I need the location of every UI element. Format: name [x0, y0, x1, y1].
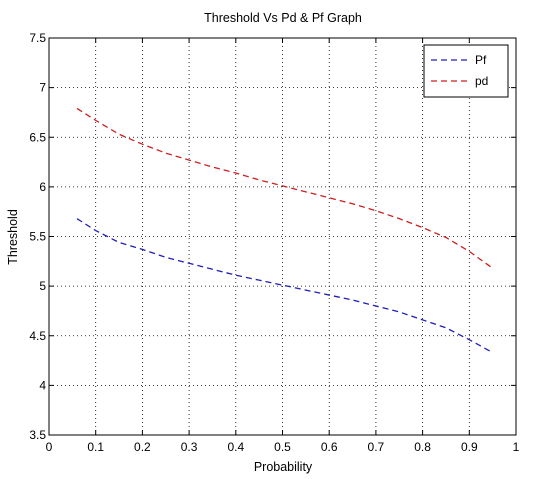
- y-tick-label: 5: [39, 279, 46, 293]
- x-tick-label: 0.4: [227, 440, 244, 454]
- x-tick-label: 0.1: [87, 440, 104, 454]
- series-layer: [76, 107, 494, 354]
- chart-title: Threshold Vs Pd & Pf Graph: [204, 11, 362, 25]
- y-axis-label: Threshold: [6, 209, 20, 265]
- x-tick-label: 0.8: [414, 440, 431, 454]
- y-tick-label: 6.5: [29, 130, 46, 144]
- y-tick-label: 7: [39, 81, 46, 95]
- x-axis-ticks: 0 0.1 0.2 0.3 0.4 0.5 0.6 0.7 0.8 0.9 1: [46, 38, 520, 454]
- y-tick-label: 4.5: [29, 329, 46, 343]
- x-tick-label: 0.2: [134, 440, 151, 454]
- x-tick-label: 0.9: [461, 440, 478, 454]
- series-line-pd: [76, 107, 494, 269]
- series-line-pf: [76, 218, 493, 354]
- x-tick-label: 0.5: [274, 440, 291, 454]
- y-tick-label: 5.5: [29, 230, 46, 244]
- legend-label-pd: pd: [475, 74, 488, 88]
- legend-box: [423, 44, 509, 98]
- plot-area: [49, 38, 516, 435]
- y-tick-label: 4: [39, 378, 46, 392]
- x-tick-label: 0.6: [321, 440, 338, 454]
- legend-label-pf: Pf: [475, 53, 487, 67]
- x-axis-label: Probability: [254, 460, 313, 474]
- y-tick-label: 6: [39, 180, 46, 194]
- y-tick-label: 3.5: [29, 428, 46, 442]
- x-tick-label: 0.3: [181, 440, 198, 454]
- x-tick-label: 1: [513, 440, 520, 454]
- x-tick-label: 0: [46, 440, 53, 454]
- legend: Pf pd: [423, 44, 509, 98]
- x-tick-label: 0.7: [368, 440, 385, 454]
- y-axis-ticks: 3.5 4 4.5 5 5.5 6 6.5 7 7.5: [29, 31, 516, 442]
- y-tick-label: 7.5: [29, 31, 46, 45]
